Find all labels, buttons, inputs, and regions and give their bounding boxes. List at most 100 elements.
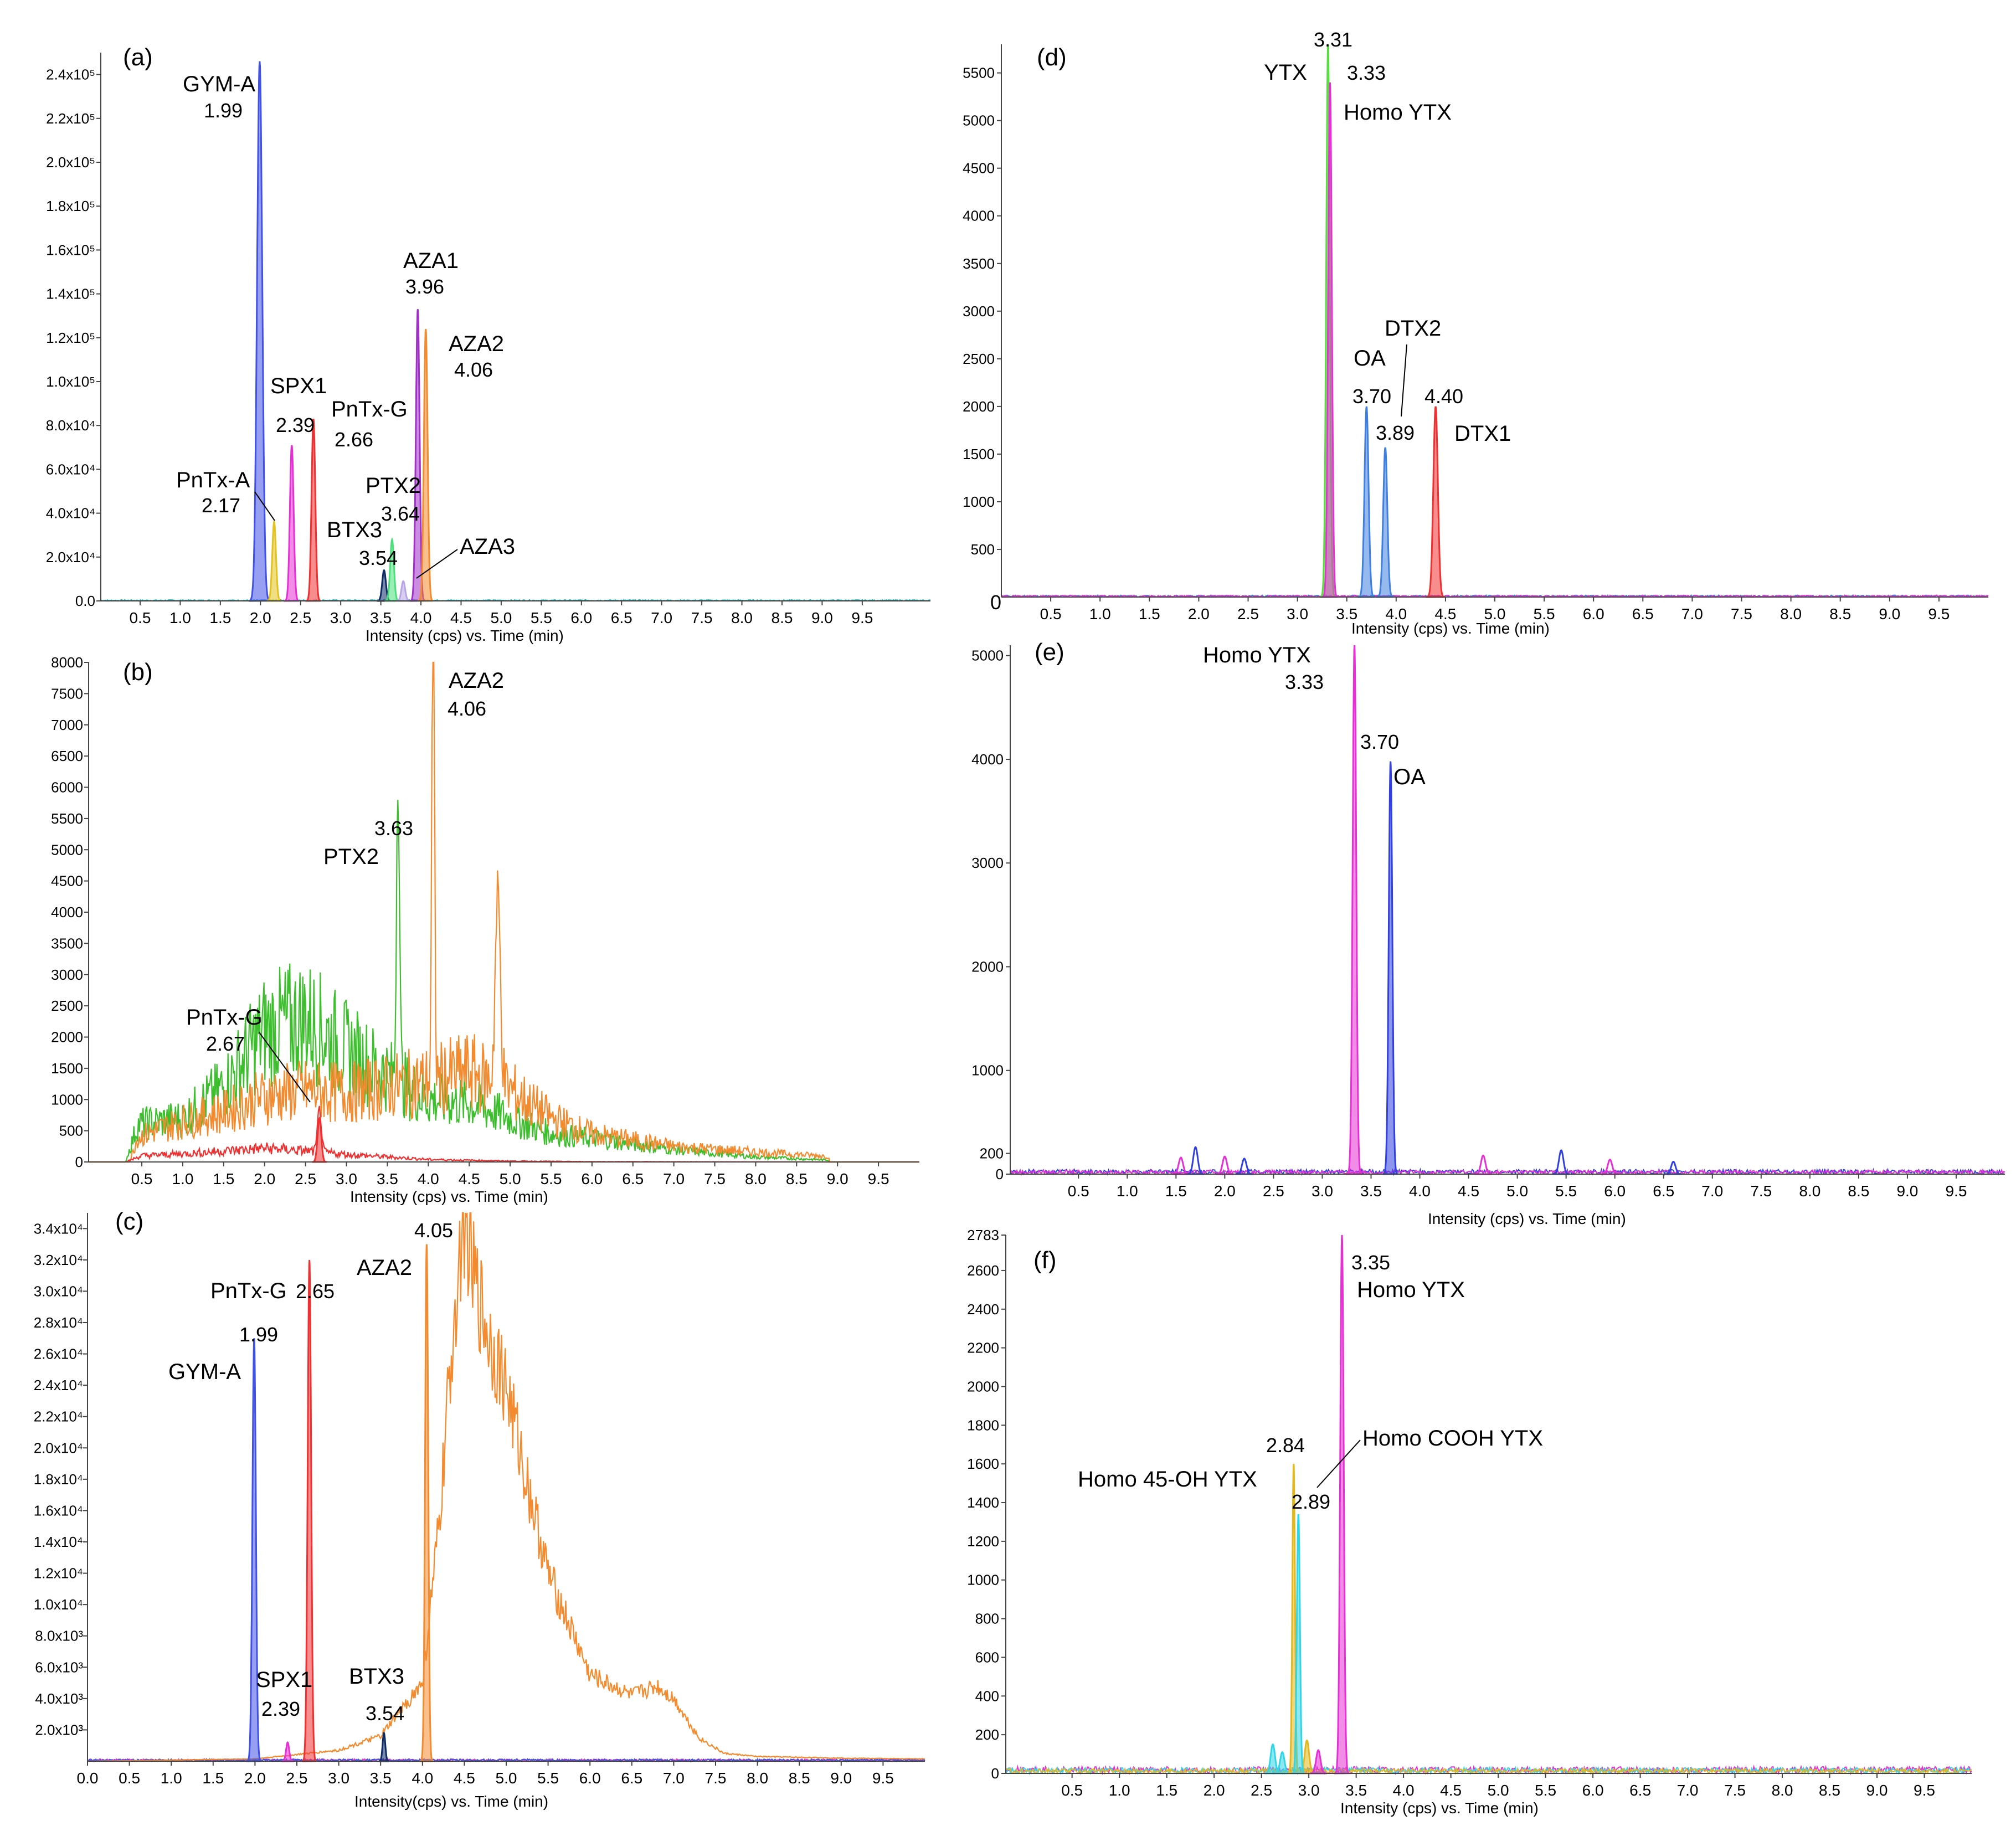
- x-tick-label: 3.5: [370, 609, 392, 626]
- x-tick-label: 1.0: [1117, 1182, 1138, 1200]
- x-tick-label: 4.0: [1385, 605, 1407, 623]
- x-tick-label: 7.5: [705, 1770, 727, 1787]
- x-tick-label: 2.5: [290, 609, 311, 626]
- peak-label-homo-45-oh-ytx: Homo 45-OH YTX: [1078, 1467, 1257, 1491]
- x-tick-label: 0.5: [1068, 1182, 1089, 1200]
- x-tick-label: 9.0: [811, 609, 833, 626]
- y-tick-label: 0: [991, 1765, 999, 1782]
- panel-d-label: (d): [1037, 44, 1067, 71]
- panel-c: (c) 2.0x10³ 4.0x10³ 6.0x10³ 8.0x10³ 1.0x10⁴ 1…: [34, 1208, 925, 1810]
- peak-rt-pntx-g: 2.66: [335, 428, 373, 451]
- peak-rt-ytx: 3.31: [1314, 28, 1352, 51]
- y-tick-label: 2000: [963, 398, 995, 415]
- y-tick-label: 7500: [51, 685, 83, 702]
- x-tick-label: 2.5: [286, 1770, 308, 1787]
- x-tick-label: 0.5: [119, 1770, 140, 1787]
- y-tick-label: 7000: [51, 717, 83, 733]
- y-tick-label: 2600: [967, 1262, 999, 1279]
- y-tick-label: 8.0x10³: [35, 1628, 83, 1644]
- x-tick-label: 2.0: [250, 609, 271, 626]
- peak-spx1: [281, 1741, 294, 1762]
- panel-f-traces: [1005, 1235, 1972, 1776]
- y-tick-label: 0.0: [75, 593, 95, 609]
- y-tick-label: 3.2x10⁴: [34, 1252, 83, 1268]
- x-tick-label: 7.5: [1731, 605, 1752, 623]
- x-tick-label: 4.5: [1458, 1182, 1479, 1200]
- x-tick-label: 5.0: [1488, 1782, 1509, 1799]
- peak-homo-cooh-ytx: [1291, 1514, 1305, 1775]
- peak-rt-oa-d: 3.70: [1352, 385, 1391, 408]
- y-tick-label: 500: [971, 541, 995, 558]
- y-tick-label: 3500: [963, 255, 995, 272]
- peak-label-btx3-c: BTX3: [349, 1664, 404, 1689]
- x-tick-label: 1.5: [202, 1770, 224, 1787]
- panel-e-y-axis: 0 200 1000 2000 3000 4000 5000: [971, 647, 1010, 1182]
- x-tick-label: 6.0: [1583, 605, 1604, 623]
- x-tick-label: 9.5: [872, 1770, 894, 1787]
- peak-rt-pntx-a: 2.17: [202, 494, 240, 517]
- peak-label-ptx2: PTX2: [366, 474, 421, 498]
- y-tick-label: 1000: [963, 493, 995, 510]
- x-tick-label: 7.5: [691, 609, 713, 626]
- y-tick-label: 400: [975, 1688, 999, 1704]
- peak-label-spx1-c: SPX1: [256, 1668, 312, 1692]
- peak-pntx-a: [266, 519, 282, 602]
- y-tick-label: 1000: [51, 1091, 83, 1108]
- x-tick-label: 1.0: [172, 1170, 193, 1187]
- y-tick-label: 0: [996, 1166, 1004, 1182]
- peak-label-pntx-g: PnTx-G: [331, 397, 408, 421]
- x-tick-label: 6.0: [1582, 1782, 1604, 1799]
- x-tick-label: 4.0: [1393, 1782, 1415, 1799]
- x-tick-label: 4.5: [1440, 1782, 1462, 1799]
- peak-label-homo-ytx-d: Homo YTX: [1344, 100, 1452, 125]
- y-tick-label: 2783: [967, 1227, 999, 1243]
- peak-rt-dtx2: 3.89: [1376, 421, 1415, 444]
- x-tick-label: 5.5: [1535, 1782, 1556, 1799]
- y-tick-label: 4.0x10³: [35, 1690, 83, 1707]
- panel-f-label: (f): [1033, 1247, 1057, 1274]
- peak-rt-dtx1: 4.40: [1424, 385, 1463, 408]
- x-tick-label: 8.5: [772, 609, 793, 626]
- x-tick-label: 3.0: [328, 1770, 349, 1787]
- y-tick-label: 1000: [967, 1572, 999, 1588]
- x-tick-label: 7.0: [1677, 1782, 1699, 1799]
- peak-rt-btx3: 3.54: [359, 547, 398, 569]
- x-tick-label: 6.0: [581, 1170, 603, 1187]
- x-tick-label: 9.5: [851, 609, 873, 626]
- y-tick-label: 6.0x10⁴: [46, 461, 95, 477]
- trace-aza2-matrix: [88, 1212, 925, 1762]
- peak-homo-ytx: [1321, 82, 1338, 598]
- y-tick-label: 0: [75, 1154, 83, 1170]
- x-tick-label: 7.0: [1701, 1182, 1723, 1200]
- y-tick-label: 5000: [971, 647, 1004, 664]
- x-tick-label: 7.5: [704, 1170, 726, 1187]
- panel-a-label: (a): [123, 44, 153, 71]
- y-tick-label: 5000: [963, 112, 995, 129]
- peak-minor: [1186, 1146, 1205, 1175]
- y-tick-label: 2.0x10³: [35, 1721, 83, 1738]
- baseline-noise: [1005, 1766, 1972, 1776]
- x-tick-label: 8.0: [747, 1770, 768, 1787]
- y-tick-label: 8000: [51, 654, 83, 671]
- x-tick-label: 8.0: [1799, 1182, 1820, 1200]
- trace-ptx2: [89, 799, 919, 1163]
- peak-pntx-g: [305, 419, 321, 602]
- peak-aza3: [396, 580, 411, 602]
- x-tick-label: 6.0: [570, 609, 592, 626]
- x-tick-label: 4.5: [450, 609, 472, 626]
- y-tick-label: 1.2x10⁴: [34, 1565, 83, 1582]
- y-tick-label: 500: [59, 1123, 83, 1139]
- trace-aza2: [89, 661, 919, 1163]
- y-tick-label: 1.6x10⁵: [46, 241, 95, 258]
- x-tick-label: 6.0: [579, 1770, 601, 1787]
- leader-pntx-a: [254, 491, 275, 521]
- x-tick-label: 5.5: [1555, 1182, 1577, 1200]
- x-tick-label: 7.5: [1750, 1182, 1772, 1200]
- peak-rt-homo-ytx-e: 3.33: [1285, 671, 1324, 693]
- peak-rt-aza2-c: 4.05: [414, 1219, 453, 1242]
- x-tick-label: 7.0: [663, 1770, 685, 1787]
- peak-label-aza2-b: AZA2: [449, 668, 504, 693]
- y-tick-label: 200: [980, 1145, 1004, 1162]
- x-tick-label: 9.5: [1914, 1782, 1935, 1799]
